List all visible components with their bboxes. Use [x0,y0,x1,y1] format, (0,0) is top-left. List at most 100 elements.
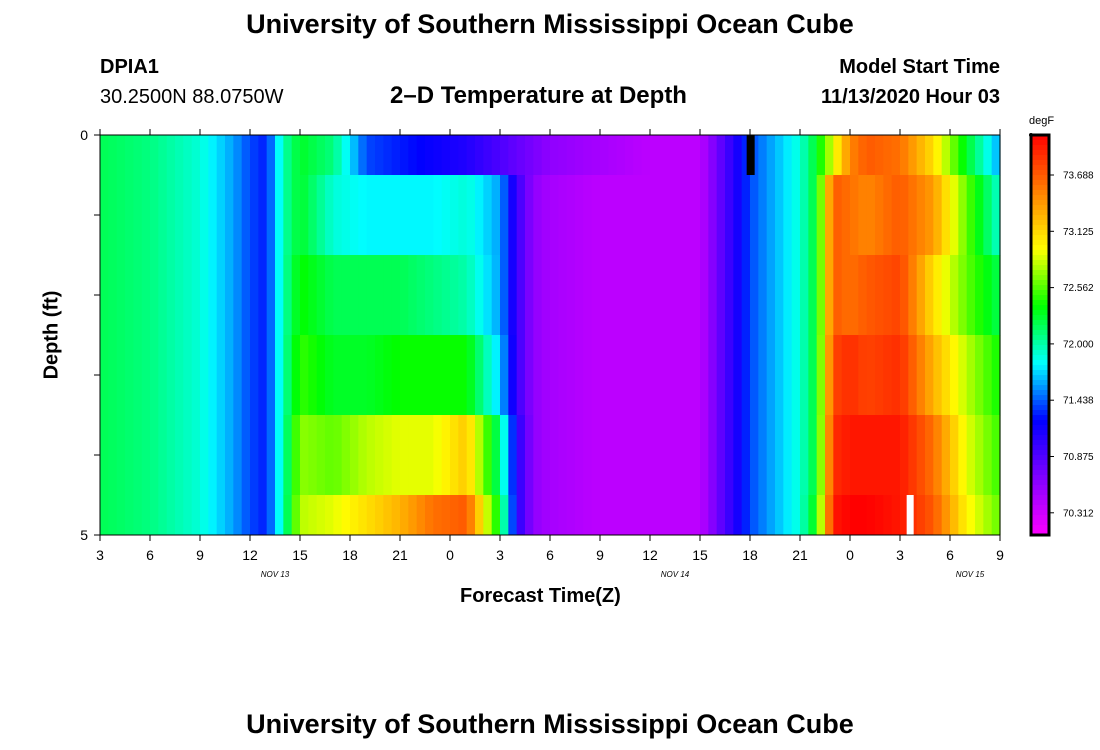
heatmap-cell [933,255,943,336]
heatmap-cell [633,135,643,176]
heatmap-cell [783,135,793,176]
heatmap-cell [325,175,334,256]
heatmap-cell [966,255,976,336]
heatmap-cell [200,495,209,536]
heatmap-cell [266,255,276,336]
heatmap-cell [533,255,543,336]
heatmap-cell [783,495,793,536]
heatmap-cell [775,495,784,536]
colorbar-segment [1031,290,1049,296]
heatmap-cell [500,335,509,416]
heatmap-cell [591,175,601,256]
heatmap-cell [325,335,334,416]
heatmap-cell [816,255,826,336]
heatmap-cell [583,495,593,536]
heatmap-cell [250,135,259,176]
heatmap-cell [566,135,576,176]
heatmap-cell [941,335,951,416]
heatmap-cell [691,415,701,496]
heatmap-cell [233,335,243,416]
heatmap-cell [766,495,776,536]
heatmap-cell [700,255,709,336]
colorbar-frame [1029,133,1051,537]
heatmap-cell [425,255,434,336]
heatmap-cell [433,135,443,176]
heatmap-cell [225,175,234,256]
heatmap-cell [150,335,159,416]
heatmap-cell [483,135,493,176]
heatmap-cell [608,255,618,336]
heatmap-cell [625,135,634,176]
heatmap-cell [916,255,926,336]
heatmap-cell [250,255,259,336]
heatmap-cell [533,495,543,536]
colorbar-segment [1031,135,1049,141]
heatmap-cell [466,495,476,536]
heatmap-cell [183,255,193,336]
heatmap-cell [800,335,809,416]
heatmap-cell [558,495,568,536]
heatmap-cell [841,335,851,416]
heatmap-cell [558,175,568,256]
heatmap-cell [708,175,718,256]
heatmap-cell [133,175,143,256]
heatmap-cell [233,175,243,256]
heatmap-cell [333,335,343,416]
heatmap-cell [300,415,309,496]
heatmap-cell [525,495,534,536]
heatmap-cell [208,175,218,256]
heatmap-cell [358,175,368,256]
heatmap-cell [575,495,584,536]
heatmap-cell [950,255,959,336]
heatmap-cell [866,175,876,256]
heatmap-cell [591,415,601,496]
heatmap-cell [950,415,959,496]
heatmap-cell [158,415,168,496]
heatmap-cell [966,335,976,416]
heatmap-cell [525,135,534,176]
heatmap-cell [341,175,351,256]
heatmap-cell [250,415,259,496]
heatmap-cell [891,335,901,416]
colorbar-segment [1031,190,1049,196]
heatmap-cell [441,495,451,536]
heatmap-cell [791,255,801,336]
heatmap-cell [716,495,726,536]
heatmap-cell [650,175,659,256]
heatmap-cell [625,335,634,416]
heatmap-cell [175,415,184,496]
heatmap-cell [658,175,668,256]
heatmap-cell [541,175,551,256]
heatmap-cell [908,415,918,496]
heatmap-cell [316,175,326,256]
heatmap-cell [875,495,884,536]
heatmap-cell [975,175,984,256]
heatmap-cell [641,495,651,536]
heatmap-cell [600,415,609,496]
heatmap-cell [825,255,834,336]
heatmap-cell [641,255,651,336]
heatmap-cell [391,415,401,496]
heatmap-cell [116,335,126,416]
heatmap-cell [358,495,368,536]
heatmap-cell [350,335,359,416]
heatmap-cell [183,415,193,496]
heatmap-cell [883,495,893,536]
heatmap-cell [275,335,284,416]
heatmap-cell [300,255,309,336]
heatmap-cell [741,175,751,256]
heatmap-cell [300,175,309,256]
heatmap-cell [375,335,384,416]
heatmap-cell [533,175,543,256]
heatmap-cell [933,135,943,176]
heatmap-cell [125,495,134,536]
heatmap-cell [891,255,901,336]
heatmap-cell [475,255,484,336]
heatmap-cell [850,415,859,496]
heatmap-cell [100,415,109,496]
heatmap-cell [391,335,401,416]
heatmap-cell [733,335,743,416]
heatmap-cell [366,495,376,536]
heatmap-cell [108,135,118,176]
heatmap-cell [350,255,359,336]
